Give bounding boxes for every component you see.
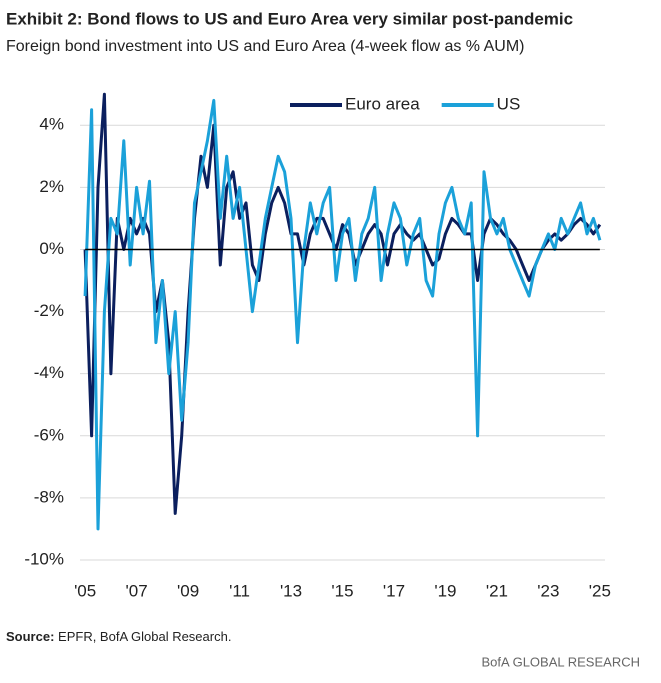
x-tick-label: '11 — [229, 581, 250, 600]
x-tick-label: '09 — [177, 581, 199, 600]
y-tick-label: -2% — [34, 301, 64, 320]
y-tick-label: 0% — [39, 239, 64, 258]
footer: BofA GLOBAL RESEARCH — [482, 654, 640, 669]
legend-label: Euro area — [345, 94, 420, 113]
source-label: Source: — [6, 629, 54, 644]
x-tick-label: '23 — [537, 581, 559, 600]
source-text: EPFR, BofA Global Research. — [58, 629, 231, 644]
series-line — [83, 98, 602, 531]
x-tick-label: '05 — [74, 581, 96, 600]
x-tick-label: '25 — [589, 581, 611, 600]
y-tick-label: -4% — [34, 363, 64, 382]
x-tick-label: '17 — [383, 581, 405, 600]
chart-subtitle: Foreign bond investment into US and Euro… — [6, 38, 524, 55]
y-tick-label: -8% — [34, 487, 64, 506]
y-tick-label: 2% — [39, 177, 64, 196]
x-tick-label: '21 — [486, 581, 508, 600]
x-tick-label: '19 — [434, 581, 456, 600]
x-tick-label: '07 — [126, 581, 148, 600]
x-tick-label: '15 — [331, 581, 353, 600]
y-tick-label: -6% — [34, 425, 64, 444]
legend-label: US — [497, 94, 521, 113]
y-tick-label: -10% — [24, 549, 64, 568]
source: Source: EPFR, BofA Global Research. — [6, 629, 231, 644]
chart-title: Exhibit 2: Bond flows to US and Euro Are… — [6, 9, 573, 28]
y-tick-label: 4% — [39, 115, 64, 134]
x-tick-label: '13 — [280, 581, 302, 600]
series-line — [83, 92, 602, 515]
